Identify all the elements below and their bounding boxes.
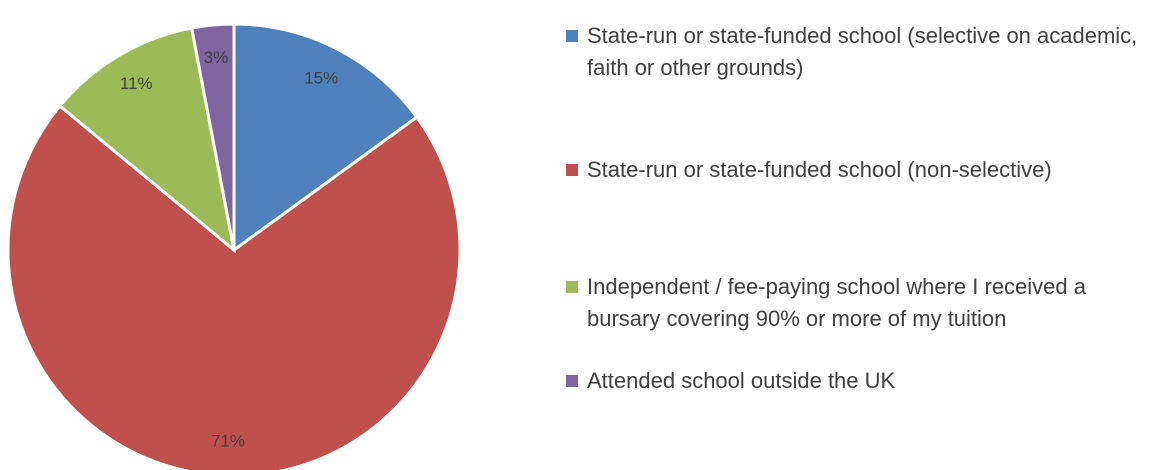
legend-entry: Attended school outside the UK bbox=[566, 365, 1146, 397]
data-label: 15% bbox=[304, 68, 338, 87]
pie-slice bbox=[232, 22, 419, 253]
legend-label: Attended school outside the UK bbox=[587, 368, 896, 393]
legend-label: Independent / fee-paying school where I … bbox=[587, 274, 1086, 331]
legend-label: State-run or state-funded school (select… bbox=[587, 23, 1138, 80]
legend-swatch bbox=[566, 164, 578, 176]
chart: 15% 71% 11% 3% bbox=[6, 22, 462, 470]
legend-entry: Independent / fee-paying school where I … bbox=[566, 271, 1146, 335]
pie-slice bbox=[57, 26, 237, 254]
legend-entry: State-run or state-funded school (select… bbox=[566, 20, 1146, 84]
legend-swatch bbox=[566, 375, 578, 387]
pie-slice bbox=[6, 103, 462, 470]
data-label: 71% bbox=[211, 431, 245, 450]
pie-slice bbox=[189, 22, 236, 251]
legend-swatch bbox=[566, 30, 578, 42]
data-label: 3% bbox=[204, 48, 229, 67]
data-label: 11% bbox=[120, 74, 153, 93]
legend-label: State-run or state-funded school (non-se… bbox=[587, 157, 1052, 182]
legend-swatch bbox=[566, 281, 578, 293]
legend-entry: State-run or state-funded school (non-se… bbox=[566, 154, 1146, 186]
